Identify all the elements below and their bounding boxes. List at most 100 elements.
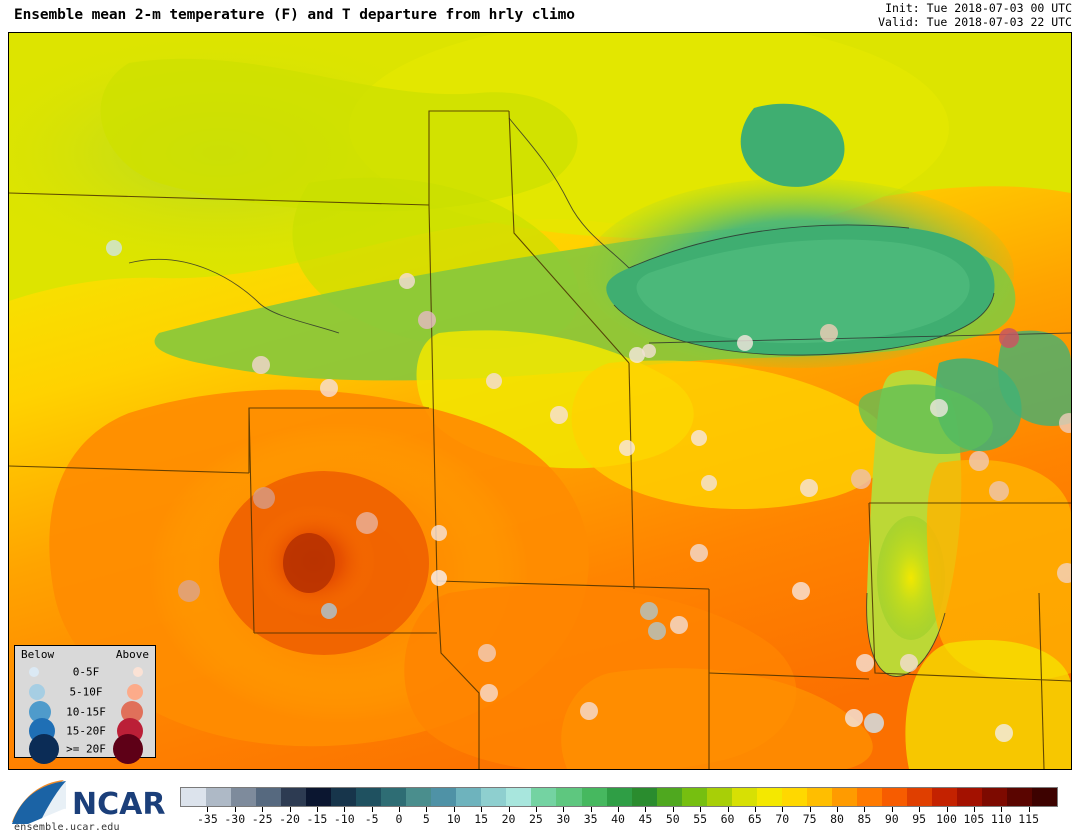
- legend-above-header: Above: [115, 648, 149, 661]
- colorbar-tick-label: 55: [693, 812, 708, 826]
- colorbar-tick-label: 40: [611, 812, 625, 826]
- valid-time: Valid: Tue 2018-07-03 22 UTC: [878, 15, 1072, 29]
- colorbar-tick-label: -35: [196, 812, 218, 826]
- lake-superior-inner: [636, 239, 970, 344]
- departure-legend: Below Above 0-5F 5-10F 10-15F 15-20F >= …: [14, 645, 157, 764]
- legend-above-dot: [113, 734, 143, 764]
- colorbar-tick-label: -25: [251, 812, 273, 826]
- colorbar-swatch: [731, 788, 757, 806]
- colorbar-swatch: [406, 788, 432, 806]
- colorbar-tick-label: 100: [936, 812, 957, 826]
- legend-below-dot: [29, 684, 45, 700]
- colorbar-tick: [618, 807, 619, 812]
- colorbar-swatch: [631, 788, 657, 806]
- colorbar-swatch: [181, 788, 207, 806]
- colorbar-tick: [645, 807, 647, 812]
- legend-row-label: >= 20F: [66, 742, 106, 756]
- colorbar-tick: [891, 807, 893, 812]
- field-yellow-wi: [571, 360, 890, 510]
- colorbar-swatch: [1007, 788, 1033, 806]
- colorbar-tick-label: 105: [963, 812, 985, 826]
- colorbar-swatch: [556, 788, 582, 806]
- colorbar-tick: [1028, 807, 1030, 812]
- colorbar-swatch: [331, 788, 357, 806]
- legend-below-dot: [29, 667, 39, 677]
- colorbar-swatch: [481, 788, 507, 806]
- colorbar-tick: [590, 807, 592, 812]
- colorbar-tick-label: 65: [747, 812, 762, 826]
- field-green-upper-mi: [858, 384, 993, 455]
- departure-markers: [106, 240, 1071, 742]
- legend-row-label: 0-5F: [72, 665, 100, 679]
- lake-nipigon: [740, 103, 845, 187]
- colorbar-swatch: [256, 788, 282, 806]
- colorbar-swatch: [281, 788, 307, 806]
- legend-row: 10-15F: [15, 701, 157, 723]
- forecast-timestamps: Init: Tue 2018-07-03 00 UTC Valid: Tue 2…: [878, 1, 1072, 29]
- colorbar-tick-label: -15: [306, 812, 328, 826]
- colorbar-tick-label: -20: [279, 812, 300, 826]
- colorbar-tick: [453, 807, 455, 812]
- colorbar-tick: [234, 807, 236, 812]
- colorbar-tick-label: 25: [528, 812, 543, 826]
- colorbar-tick-label: 0: [395, 812, 403, 826]
- colorbar-swatch: [306, 788, 332, 806]
- temperature-map[interactable]: [9, 33, 1071, 769]
- field-orange-south: [561, 668, 873, 769]
- colorbar-tick-label: 95: [912, 812, 927, 826]
- ncar-logo[interactable]: NCAR: [6, 778, 176, 830]
- colorbar-tick: [481, 807, 483, 812]
- legend-row: >= 20F: [15, 734, 157, 764]
- colorbar-swatch: [681, 788, 707, 806]
- map-frame[interactable]: [8, 32, 1072, 770]
- colorbar-tick: [262, 807, 264, 812]
- colorbar-tick: [809, 807, 811, 812]
- colorbar-swatch: [806, 788, 832, 806]
- field-yellow-mi: [926, 459, 1071, 681]
- colorbar-tick-label: 20: [501, 812, 516, 826]
- colorbar-tick: [864, 807, 866, 812]
- colorbar-tick-label: 45: [638, 812, 653, 826]
- colorbar-tick: [782, 807, 784, 812]
- colorbar-swatch: [656, 788, 682, 806]
- colorbar-tick: [289, 807, 291, 812]
- colorbar-tick: [754, 807, 756, 812]
- colorbar-swatch: [956, 788, 982, 806]
- coastlines: [128, 117, 1071, 677]
- colorbar-swatch: [431, 788, 457, 806]
- colorbar-swatch: [906, 788, 932, 806]
- legend-row: 5-10F: [15, 682, 157, 702]
- colorbar-swatch: [356, 788, 382, 806]
- colorbar-swatch: [706, 788, 732, 806]
- colorbar-tick-label: 50: [665, 812, 680, 826]
- field-yellow-in: [905, 639, 1071, 769]
- colorbar-tick-label: 115: [1018, 812, 1040, 826]
- colorbar-swatch: [1032, 788, 1058, 806]
- colorbar-tick: [399, 807, 400, 812]
- colorbar-tick: [316, 807, 318, 812]
- colorbar-tick: [344, 807, 346, 812]
- colorbar-tick-label: 5: [422, 812, 430, 826]
- ncar-url[interactable]: ensemble.ucar.edu: [14, 822, 120, 833]
- colorbar-tick-label: 90: [884, 812, 899, 826]
- legend-below-dot: [29, 701, 51, 723]
- colorbar[interactable]: [180, 787, 1058, 807]
- colorbar-tick-label: -5: [364, 812, 379, 826]
- colorbar-tick-label: 70: [775, 812, 790, 826]
- colorbar-tick-label: 60: [720, 812, 735, 826]
- logo-swoosh-white: [40, 781, 66, 822]
- legend-below-dot: [29, 734, 59, 764]
- colorbar-tick: [837, 807, 838, 812]
- legend-row-label: 15-20F: [66, 724, 106, 738]
- colorbar-swatch: [931, 788, 957, 806]
- colorbar-tick: [672, 807, 674, 812]
- state-boundaries: [9, 110, 1071, 769]
- field-hot-peak: [283, 533, 335, 593]
- colorbar-ticks: [180, 807, 1058, 812]
- colorbar-swatch: [831, 788, 857, 806]
- field-green-nw: [100, 58, 578, 212]
- colorbar-tick: [371, 807, 373, 812]
- colorbar-tick-label: 10: [446, 812, 461, 826]
- colorbar-swatch: [982, 788, 1008, 806]
- colorbar-tick: [919, 807, 921, 812]
